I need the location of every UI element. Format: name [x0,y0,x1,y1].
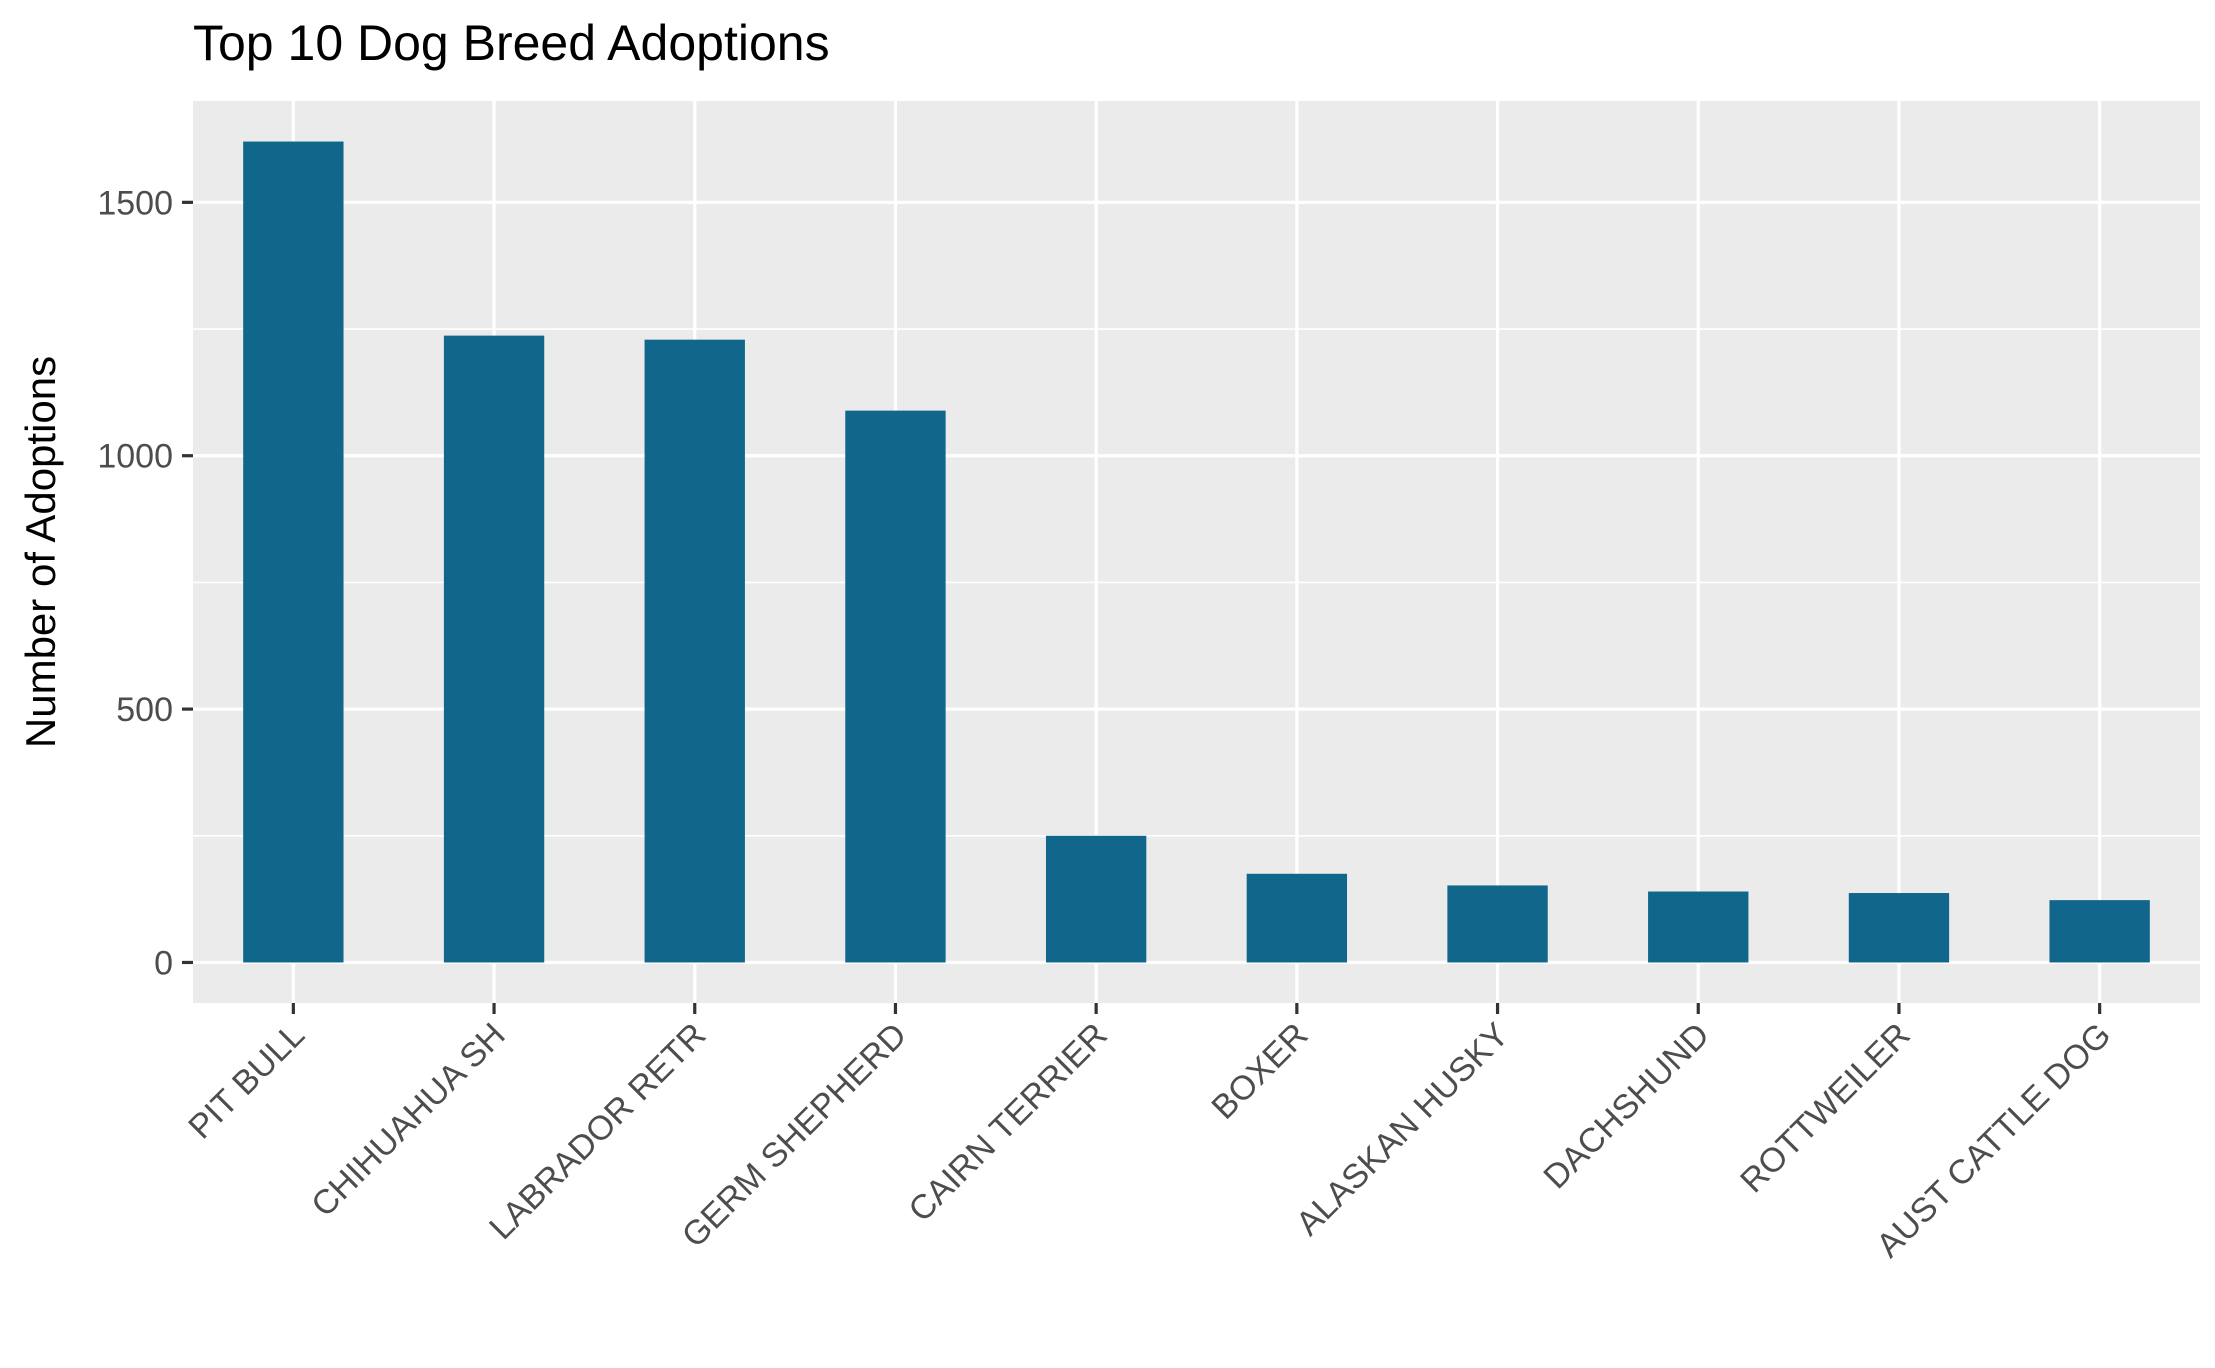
y-axis: 0 500 1000 1500 [97,184,193,982]
y-tick-label: 0 [154,944,173,982]
x-tick-label: DACHSHUND [1536,1016,1716,1196]
bar [1648,891,1749,963]
y-tick-label: 500 [116,691,173,729]
x-tick-label: CAIRN TERRIER [901,1016,1114,1229]
chart-title: Top 10 Dog Breed Adoptions [193,15,830,71]
bars [243,141,2150,963]
x-tick-label: LABRADOR RETR [482,1016,713,1247]
x-tick-label: ROTTWEILER [1733,1016,1917,1200]
bar [443,335,545,963]
y-tick-label: 1500 [97,184,173,222]
bar [1447,885,1548,963]
x-tick-label: PIT BULL [181,1016,312,1147]
bar [243,141,344,963]
x-tick-label: CHIHUAHUA SH [304,1016,513,1225]
bar [845,410,946,963]
bar [1045,835,1147,963]
y-tick-label: 1000 [97,438,173,476]
x-tick-label: BOXER [1204,1016,1315,1127]
y-axis-title: Number of Adoptions [17,356,64,748]
bar [644,339,745,963]
bar [2049,900,2150,963]
bar [1246,873,1348,963]
x-tick-label: GERM SHEPHERD [675,1016,914,1255]
bar [1848,893,1950,963]
x-tick-label: ALASKAN HUSKY [1289,1016,1516,1243]
